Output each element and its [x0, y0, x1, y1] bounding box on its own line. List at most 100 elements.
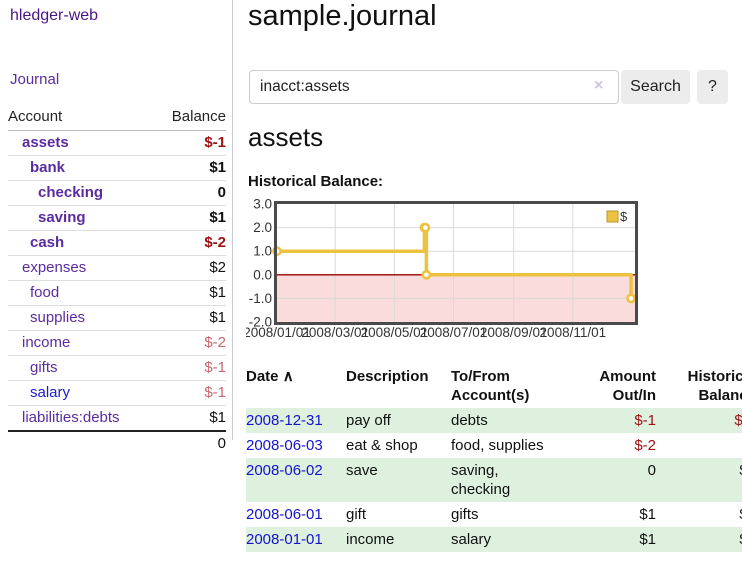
- search-input[interactable]: [249, 70, 619, 104]
- account-balance: $1: [209, 284, 226, 301]
- account-balance: $1: [209, 409, 226, 426]
- transaction-amount: 0: [647, 462, 656, 479]
- x-axis-tick: 2008/01/01: [246, 325, 311, 340]
- account-balance: $2: [209, 259, 226, 276]
- legend-swatch: [606, 210, 619, 223]
- accounts-list: assets $-1 bank $1 checking 0 saving $1 …: [8, 131, 226, 430]
- account-link[interactable]: bank: [30, 159, 66, 176]
- account-balance: $1: [209, 309, 226, 326]
- account-link[interactable]: gifts: [30, 359, 58, 376]
- account-row: bank $1: [8, 156, 226, 181]
- y-axis-tick: 2.0: [253, 220, 272, 235]
- chart-heading: Historical Balance:: [248, 173, 384, 190]
- y-axis-tick: -2.0: [249, 315, 272, 330]
- account-link[interactable]: assets: [22, 134, 69, 151]
- transaction-description: income: [346, 531, 395, 548]
- transaction-date-link[interactable]: 2008-06-01: [246, 506, 323, 523]
- account-link[interactable]: expenses: [22, 259, 87, 276]
- account-row: gifts $-1: [8, 356, 226, 381]
- transaction-row[interactable]: 2008-12-31 pay off debts $-1 $-1: [246, 408, 742, 433]
- column-header-amount: Amount Out/In: [599, 368, 656, 404]
- column-header-balance: Historical Balance: [687, 368, 742, 404]
- transaction-balance: $-1: [734, 412, 742, 429]
- sort-asc-icon: ∧: [282, 368, 294, 385]
- transaction-balance: $1: [670, 527, 742, 552]
- account-balance: $1: [209, 159, 226, 176]
- transaction-date-link[interactable]: 2008-01-01: [246, 531, 323, 548]
- x-axis-tick: 2008/07/01: [420, 325, 488, 340]
- account-balance: 0: [217, 184, 226, 201]
- transaction-date-link[interactable]: 2008-12-31: [246, 412, 323, 429]
- brand-link[interactable]: hledger-web: [10, 7, 99, 24]
- transaction-amount: $1: [639, 506, 656, 523]
- transaction-accounts: food, supplies: [451, 437, 544, 454]
- account-link[interactable]: cash: [30, 234, 65, 251]
- accounts-total-value: 0: [217, 435, 226, 452]
- account-row: checking 0: [8, 181, 226, 206]
- column-header-description: Description: [346, 368, 429, 385]
- transaction-amount: $1: [639, 531, 656, 548]
- transaction-amount: $-1: [634, 412, 656, 429]
- account-row: expenses $2: [8, 256, 226, 281]
- accounts-table-header: Account Balance: [8, 104, 226, 131]
- transaction-row[interactable]: 2008-06-03 eat & shop food, supplies $-2…: [246, 433, 742, 458]
- clear-search-icon[interactable]: ×: [594, 77, 604, 94]
- transaction-accounts: saving, checking: [451, 462, 511, 498]
- transaction-accounts: salary: [451, 531, 492, 548]
- page-title: sample.journal: [248, 0, 437, 32]
- sidebar-divider: [232, 0, 233, 440]
- account-link[interactable]: checking: [38, 184, 104, 201]
- transaction-row[interactable]: 2008-06-01 gift gifts $1 $2: [246, 502, 742, 527]
- x-axis-tick: 2008/05/01: [361, 325, 429, 340]
- account-row: income $-2: [8, 331, 226, 356]
- transaction-accounts: debts: [451, 412, 488, 429]
- transaction-description: pay off: [346, 412, 391, 429]
- transaction-row[interactable]: 2008-06-02 save saving, checking 0 $2: [246, 458, 742, 502]
- y-axis-tick: 0.0: [253, 267, 272, 282]
- account-row: assets $-1: [8, 131, 226, 156]
- account-balance: $-1: [204, 384, 226, 401]
- account-link[interactable]: saving: [38, 209, 86, 226]
- transaction-balance: $2: [670, 502, 742, 527]
- register-table: Date ∧ Description To/From Account(s) Am…: [246, 365, 742, 552]
- account-row: supplies $1: [8, 306, 226, 331]
- transaction-row[interactable]: 2008-01-01 income salary $1 $1: [246, 527, 742, 552]
- account-row: cash $-2: [8, 231, 226, 256]
- account-balance: $-2: [204, 334, 226, 351]
- transaction-balance: 0: [670, 433, 742, 458]
- account-row: saving $1: [8, 206, 226, 231]
- transaction-accounts: gifts: [451, 506, 479, 523]
- y-axis-tick: -1.0: [249, 291, 272, 306]
- balance-column-header: Balance: [171, 108, 226, 125]
- account-link[interactable]: supplies: [30, 309, 86, 326]
- chart-canvas[interactable]: $3.0 2.0 1.0 0.0 -1.0 -2.02008/01/012008/03/0…: [243, 197, 742, 348]
- column-header-date[interactable]: Date ∧: [246, 365, 346, 408]
- account-row: food $1: [8, 281, 226, 306]
- account-heading: assets: [248, 122, 324, 152]
- accounts-table: Account Balance assets $-1 bank $1 check…: [8, 104, 226, 456]
- accounts-total-row: 0: [8, 430, 226, 456]
- historical-balance-chart[interactable]: $3.0 2.0 1.0 0.0 -1.0 -2.0 2008/01/01 2008/03/0…: [243, 197, 742, 348]
- help-button[interactable]: ?: [697, 70, 728, 104]
- transaction-date-link[interactable]: 2008-06-02: [246, 462, 323, 479]
- transaction-amount: $-2: [634, 437, 656, 454]
- transaction-description: save: [346, 462, 378, 479]
- transaction-description: eat & shop: [346, 437, 418, 454]
- y-axis-tick: 3.0: [253, 198, 272, 212]
- account-link[interactable]: salary: [30, 384, 71, 401]
- account-balance: $-1: [204, 134, 226, 151]
- sidebar-item-journal[interactable]: Journal: [10, 71, 60, 88]
- search-button[interactable]: Search: [621, 70, 690, 104]
- x-axis-tick: 2008/03/01: [301, 325, 369, 340]
- account-row: salary $-1: [8, 381, 226, 406]
- account-balance: $-2: [204, 234, 226, 251]
- account-link[interactable]: liabilities:debts: [22, 409, 120, 426]
- x-axis-tick: 2008/11/01: [540, 325, 607, 340]
- account-link[interactable]: food: [30, 284, 60, 301]
- account-link[interactable]: income: [22, 334, 71, 351]
- transaction-date-link[interactable]: 2008-06-03: [246, 437, 323, 454]
- transaction-description: gift: [346, 506, 367, 523]
- account-row: liabilities:debts $1: [8, 406, 226, 430]
- x-axis-tick: 2008/09/01: [480, 325, 548, 340]
